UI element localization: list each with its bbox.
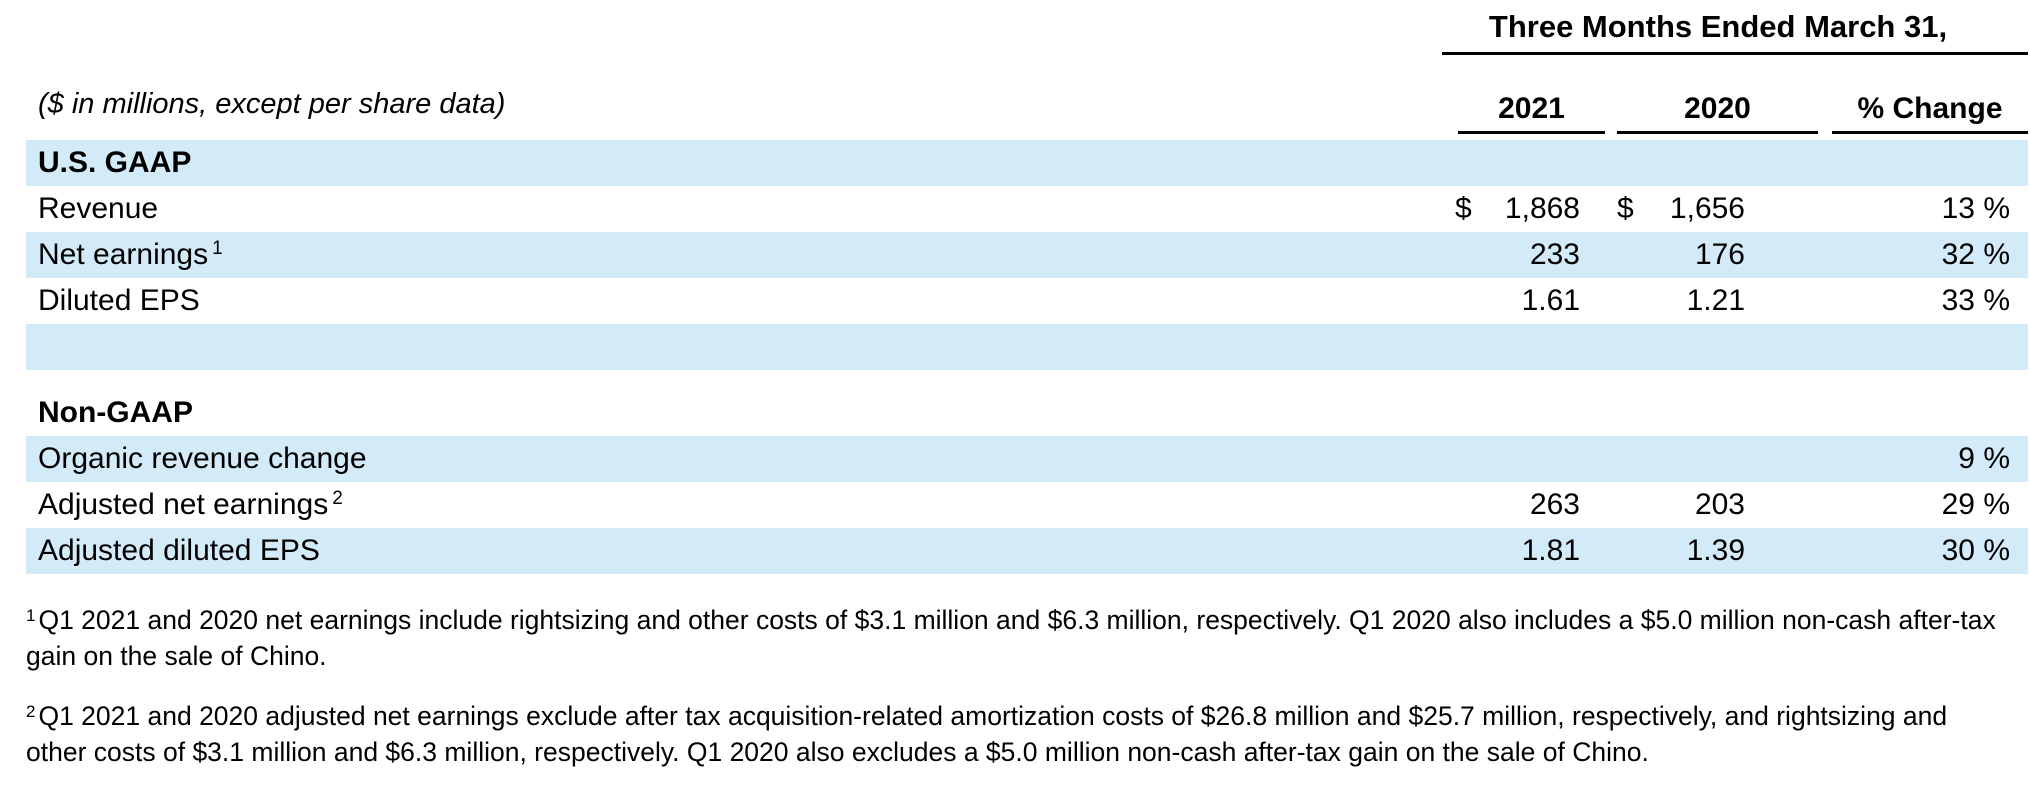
value-percent-change: 9 %: [1958, 442, 2010, 475]
label-text: Net earnings: [38, 238, 209, 271]
value-2021: $ 1,868: [1455, 192, 1580, 226]
table-row-revenue: Revenue $ 1,868 $ 1,656 13 %: [26, 186, 2028, 232]
row-label: Net earnings 1: [38, 238, 1455, 272]
value-2021: 1.81: [1521, 534, 1580, 567]
row-label: Revenue: [38, 192, 159, 225]
row-label: Adjusted net earnings 2: [38, 488, 1455, 522]
footnote-ref-1: 1: [212, 238, 223, 259]
footnote-text: Q1 2021 and 2020 net earnings include ri…: [26, 605, 1996, 671]
table-row-empty: [26, 324, 2028, 370]
footnote-marker-2: 2: [26, 702, 36, 721]
value-2020: 176: [1694, 238, 1745, 271]
financial-table: U.S. GAAP Revenue $ 1,868 $ 1,656 13 % N…: [26, 140, 2028, 574]
table-row-diluted-eps: Diluted EPS 1.61 1.21 33 %: [26, 278, 2028, 324]
period-header: Three Months Ended March 31,: [1442, 9, 2028, 55]
footnote-2: 2 Q1 2021 and 2020 adjusted net earnings …: [26, 700, 2011, 769]
table-row-net-earnings: Net earnings 1 233 176 32 %: [26, 232, 2028, 278]
value-text: 1,868: [1504, 192, 1580, 225]
section-title: U.S. GAAP: [38, 146, 192, 179]
footnote-text: Q1 2021 and 2020 adjusted net earnings e…: [26, 701, 1948, 767]
row-label: Adjusted diluted EPS: [38, 534, 320, 567]
value-2020: 1.39: [1686, 534, 1745, 567]
row-label: Organic revenue change: [38, 442, 367, 475]
value-2020: $ 1,656: [1617, 192, 1745, 226]
dollar-sign: $: [1617, 192, 1634, 225]
section-gap: [26, 370, 2028, 390]
value-2021: 1.61: [1521, 284, 1580, 317]
footnote-marker-1: 1: [26, 606, 36, 625]
value-percent-change: 33 %: [1941, 284, 2010, 317]
value-2020: 1.21: [1686, 284, 1745, 317]
value-2021: 263: [1529, 488, 1580, 521]
value-percent-change: 32 %: [1941, 238, 2010, 271]
value-percent-change: 13 %: [1941, 192, 2010, 225]
section-title: Non-GAAP: [38, 396, 193, 429]
value-2021: 233: [1529, 238, 1580, 271]
dollar-sign: $: [1455, 192, 1472, 225]
label-text: Adjusted net earnings: [38, 488, 329, 521]
value-2020: 203: [1694, 488, 1745, 521]
column-header-2021: 2021: [1458, 86, 1605, 134]
table-row-adjusted-diluted-eps: Adjusted diluted EPS 1.81 1.39 30 %: [26, 528, 2028, 574]
column-header-2020: 2020: [1617, 86, 1818, 134]
table-row-organic-revenue-change: Organic revenue change 9 %: [26, 436, 2028, 482]
table-row-adjusted-net-earnings: Adjusted net earnings 2 263 203 29 %: [26, 482, 2028, 528]
column-header-percent-change: % Change: [1832, 86, 2028, 134]
value-percent-change: 29 %: [1941, 488, 2010, 521]
value-percent-change: 30 %: [1941, 534, 2010, 567]
section-row-non-gaap: Non-GAAP: [26, 390, 2028, 436]
row-label: Diluted EPS: [38, 284, 200, 317]
footnote-1: 1 Q1 2021 and 2020 net earnings include r…: [26, 604, 2011, 673]
section-row-us-gaap: U.S. GAAP: [26, 140, 2028, 186]
value-text: 1,656: [1669, 192, 1745, 225]
units-note: ($ in millions, except per share data): [38, 88, 506, 120]
footnote-ref-2: 2: [332, 488, 343, 509]
